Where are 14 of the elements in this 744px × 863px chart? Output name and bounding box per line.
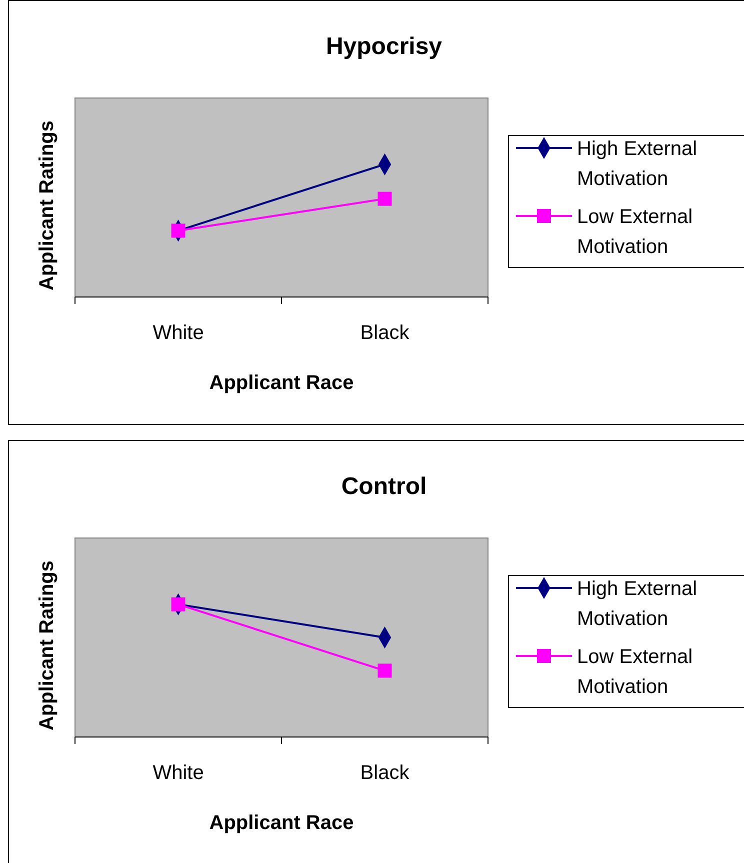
legend-label: Low External Motivation bbox=[577, 206, 693, 258]
y-axis-title: Applicant Ratings bbox=[36, 560, 58, 731]
x-tick-label: White bbox=[152, 322, 204, 344]
x-tick-label: Black bbox=[360, 762, 410, 784]
x-axis-title: Applicant Race bbox=[209, 812, 354, 834]
legend-label: High External Motivation bbox=[577, 138, 698, 190]
x-axis-title: Applicant Race bbox=[209, 372, 354, 394]
chart-title: Hypocrisy bbox=[326, 33, 443, 60]
y-axis-title: Applicant Ratings bbox=[36, 120, 58, 291]
x-tick-label: White bbox=[152, 762, 204, 784]
legend-label: High External Motivation bbox=[577, 578, 698, 630]
legend-label: Low External Motivation bbox=[577, 646, 693, 698]
x-tick-label: Black bbox=[360, 322, 410, 344]
chart-title: Control bbox=[341, 473, 427, 500]
